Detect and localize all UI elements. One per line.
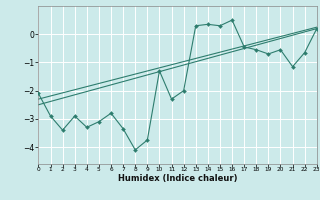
X-axis label: Humidex (Indice chaleur): Humidex (Indice chaleur) — [118, 174, 237, 183]
